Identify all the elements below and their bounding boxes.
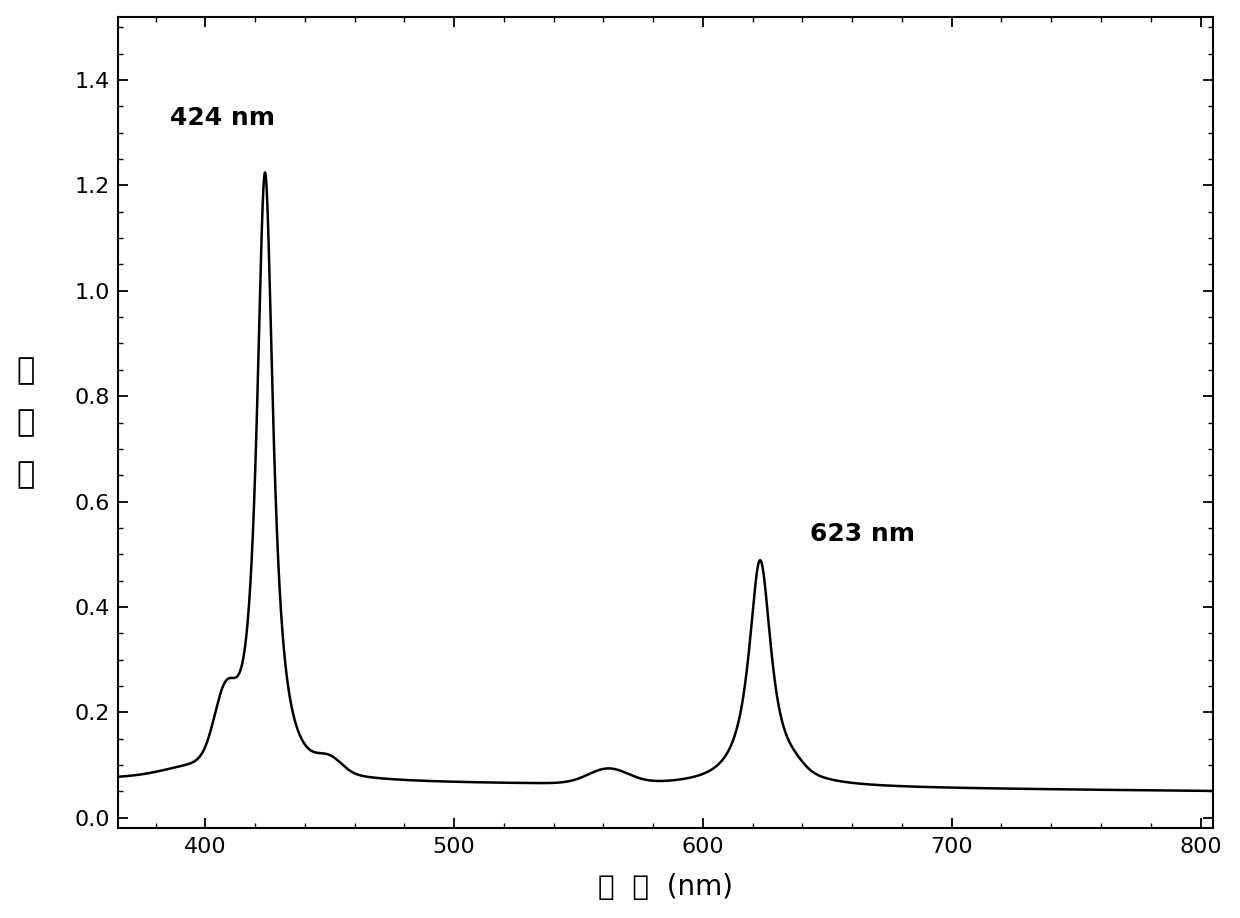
Text: 623 nm: 623 nm (810, 522, 915, 546)
Y-axis label: 吸
光
度: 吸 光 度 (16, 356, 35, 489)
Text: 424 nm: 424 nm (170, 106, 275, 130)
X-axis label: 波  长  (nm): 波 长 (nm) (598, 873, 733, 901)
